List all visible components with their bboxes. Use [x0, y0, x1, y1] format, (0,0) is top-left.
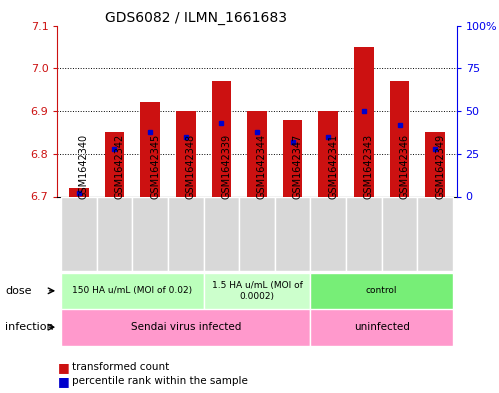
FancyBboxPatch shape [61, 196, 97, 271]
FancyBboxPatch shape [310, 273, 453, 309]
FancyBboxPatch shape [132, 196, 168, 271]
Text: GDS6082 / ILMN_1661683: GDS6082 / ILMN_1661683 [105, 11, 287, 24]
Text: GSM1642342: GSM1642342 [114, 134, 124, 199]
Text: GSM1642345: GSM1642345 [150, 134, 160, 199]
Text: Sendai virus infected: Sendai virus infected [131, 322, 241, 332]
Text: GSM1642340: GSM1642340 [79, 134, 89, 199]
Text: GSM1642346: GSM1642346 [400, 134, 410, 199]
Text: control: control [366, 286, 398, 295]
Text: GSM1642341: GSM1642341 [328, 134, 338, 199]
Bar [318, 111, 338, 196]
Text: percentile rank within the sample: percentile rank within the sample [72, 376, 248, 386]
FancyBboxPatch shape [382, 196, 417, 271]
Text: GSM1642339: GSM1642339 [222, 134, 232, 199]
Text: dose: dose [5, 286, 31, 296]
Text: 1.5 HA u/mL (MOI of
0.0002): 1.5 HA u/mL (MOI of 0.0002) [212, 281, 302, 301]
Text: 150 HA u/mL (MOI of 0.02): 150 HA u/mL (MOI of 0.02) [72, 286, 192, 295]
FancyBboxPatch shape [204, 273, 310, 309]
Bar [105, 132, 124, 196]
Bar [140, 103, 160, 196]
Bar [283, 119, 302, 196]
Text: GSM1642344: GSM1642344 [257, 134, 267, 199]
Text: ■: ■ [57, 361, 69, 374]
Text: GSM1642347: GSM1642347 [292, 134, 302, 199]
Text: GSM1642348: GSM1642348 [186, 134, 196, 199]
FancyBboxPatch shape [204, 196, 239, 271]
FancyBboxPatch shape [97, 196, 132, 271]
FancyBboxPatch shape [61, 273, 204, 309]
FancyBboxPatch shape [417, 196, 453, 271]
Bar [247, 111, 267, 196]
FancyBboxPatch shape [61, 309, 310, 346]
FancyBboxPatch shape [310, 309, 453, 346]
Text: transformed count: transformed count [72, 362, 170, 373]
Text: GSM1642343: GSM1642343 [364, 134, 374, 199]
Bar [69, 188, 89, 196]
FancyBboxPatch shape [346, 196, 382, 271]
FancyBboxPatch shape [239, 196, 275, 271]
Text: GSM1642349: GSM1642349 [435, 134, 445, 199]
Text: infection: infection [5, 322, 53, 332]
FancyBboxPatch shape [310, 196, 346, 271]
Bar [212, 81, 231, 196]
FancyBboxPatch shape [168, 196, 204, 271]
Bar [176, 111, 196, 196]
Text: uninfected: uninfected [354, 322, 410, 332]
Bar [390, 81, 409, 196]
Bar [425, 132, 445, 196]
Bar [354, 47, 374, 196]
Text: ■: ■ [57, 375, 69, 388]
FancyBboxPatch shape [275, 196, 310, 271]
